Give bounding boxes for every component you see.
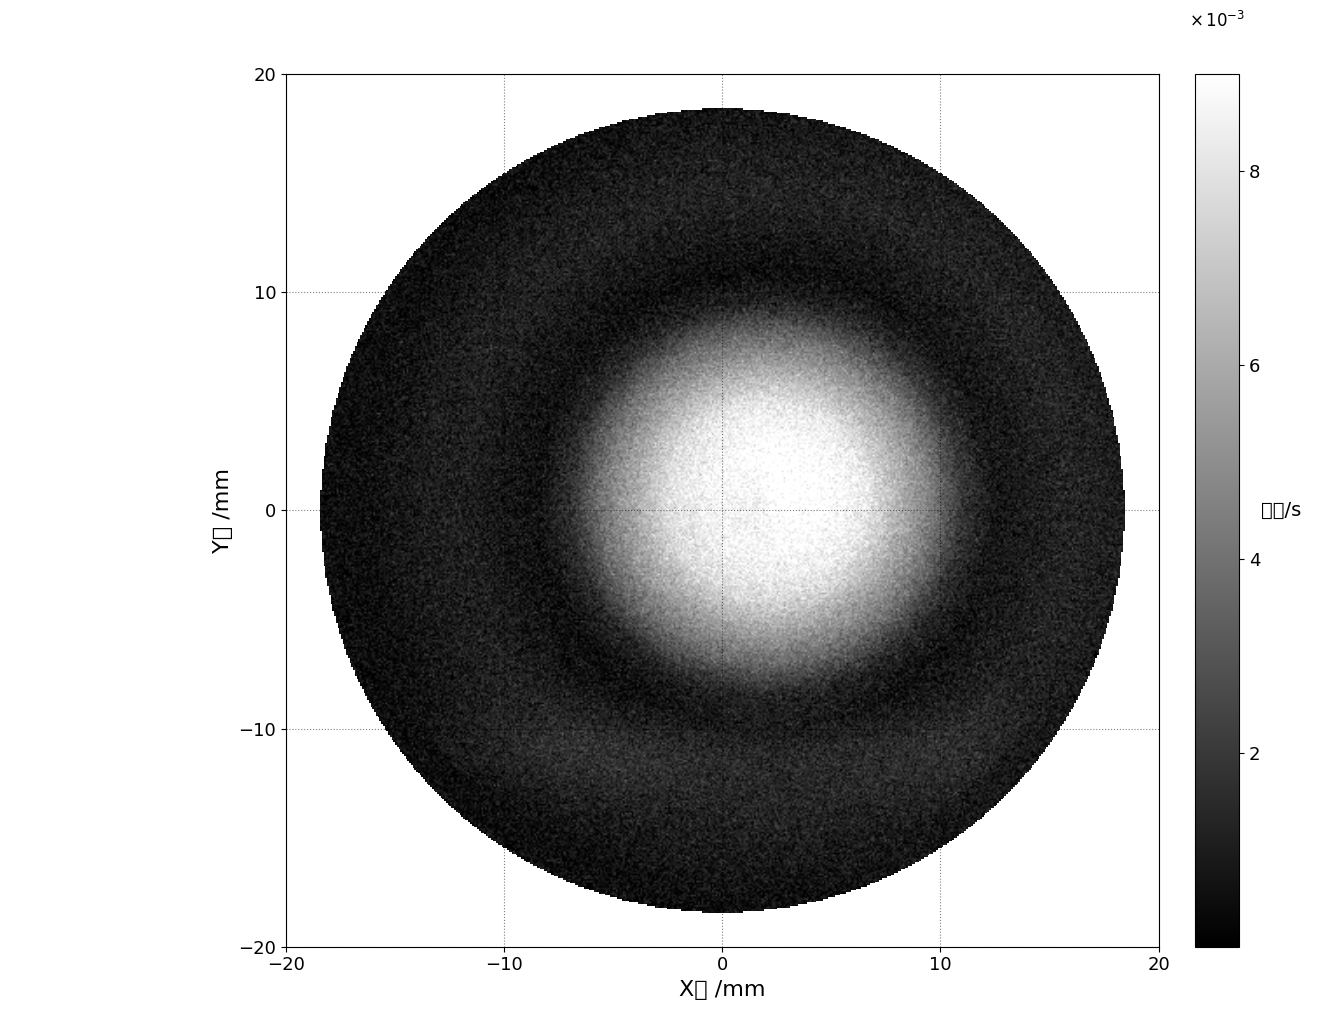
Y-axis label: 波长/s: 波长/s xyxy=(1261,501,1302,520)
Text: $\times\,10^{-3}$: $\times\,10^{-3}$ xyxy=(1189,10,1245,30)
X-axis label: X向 /mm: X向 /mm xyxy=(678,980,766,1000)
Y-axis label: Y向 /mm: Y向 /mm xyxy=(213,468,232,553)
